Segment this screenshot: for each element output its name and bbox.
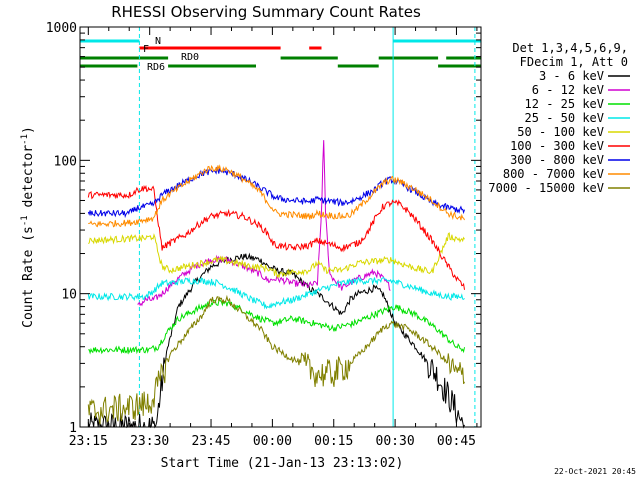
y-axis-label-sup1: -1 — [20, 215, 30, 226]
y-tick-label: 100 — [54, 154, 77, 169]
y-axis-label: Count Rate (s-1 detector-1) — [20, 126, 36, 328]
x-tick-label: 00:30 — [376, 434, 415, 449]
flag-label-n: N — [155, 36, 161, 47]
legend-label-12-25-kev: 12 - 25 keV — [525, 97, 604, 111]
series-line-25-50-kev — [87, 276, 465, 310]
legend-label-6-12-kev: 6 - 12 keV — [532, 83, 604, 97]
legend-label-50-100-kev: 50 - 100 keV — [517, 125, 604, 139]
y-axis-label-main: Count Rate (s — [21, 226, 36, 328]
legend-label-3-6-kev: 3 - 6 keV — [539, 69, 604, 83]
series-lines — [87, 140, 465, 429]
x-tick-label: 23:30 — [130, 434, 169, 449]
y-axis-label-mid: detector — [21, 145, 36, 216]
x-tick-label: 23:15 — [69, 434, 108, 449]
y-tick-label: 1000 — [46, 21, 77, 36]
x-tick-label: 00:45 — [437, 434, 476, 449]
flag-label-f: F — [143, 44, 149, 55]
legend: Det 1,3,4,5,6,9,FDecim 1, Att 03 - 6 keV… — [488, 41, 630, 195]
saa-markers — [138, 27, 476, 427]
x-tick-label: 23:45 — [191, 434, 230, 449]
series-line-7000-15000-kev — [87, 294, 465, 425]
series-line-3-6-kev — [87, 252, 465, 429]
series-line-800-7000-kev — [88, 164, 465, 228]
series-line-50-100-kev — [88, 232, 465, 279]
legend-label-25-50-kev: 25 - 50 keV — [525, 111, 604, 125]
legend-label-7000-15000-kev: 7000 - 15000 keV — [488, 181, 604, 195]
footer-timestamp: 22-Oct-2021 20:45 — [554, 467, 636, 476]
series-line-300-800-kev — [87, 166, 465, 219]
flag-label-rd6: RD6 — [147, 62, 165, 73]
y-axis-label-end: ) — [21, 126, 36, 134]
chart-title: RHESSI Observing Summary Count Rates — [111, 3, 421, 21]
plot-frame — [79, 26, 482, 428]
legend-label-100-300-kev: 100 - 300 keV — [510, 139, 604, 153]
legend-header-line: FDecim 1, Att 0 — [520, 55, 628, 69]
flag-bars: NF RD0 RD6 — [80, 36, 481, 73]
x-axis-label: Start Time (21-Jan-13 23:13:02) — [161, 456, 404, 471]
legend-label-300-800-kev: 300 - 800 keV — [510, 153, 604, 167]
legend-header-line: Det 1,3,4,5,6,9, — [512, 41, 628, 55]
x-tick-label: 00:00 — [253, 434, 292, 449]
axis-ticks: 23:15 23:30 23:45 00:00 00:15 00:30 00:45 1 10 10… — [46, 21, 481, 449]
y-axis-label-sup2: -1 — [20, 134, 30, 145]
flag-label-rd0: RD0 — [181, 52, 199, 63]
y-tick-label: 1 — [69, 421, 77, 436]
x-tick-label: 00:15 — [314, 434, 353, 449]
series-line-6-12-kev — [137, 140, 391, 307]
series-line-100-300-kev — [87, 184, 465, 290]
series-line-12-25-kev — [88, 299, 465, 355]
y-tick-label: 10 — [61, 288, 77, 303]
legend-label-800-7000-kev: 800 - 7000 keV — [503, 167, 604, 181]
